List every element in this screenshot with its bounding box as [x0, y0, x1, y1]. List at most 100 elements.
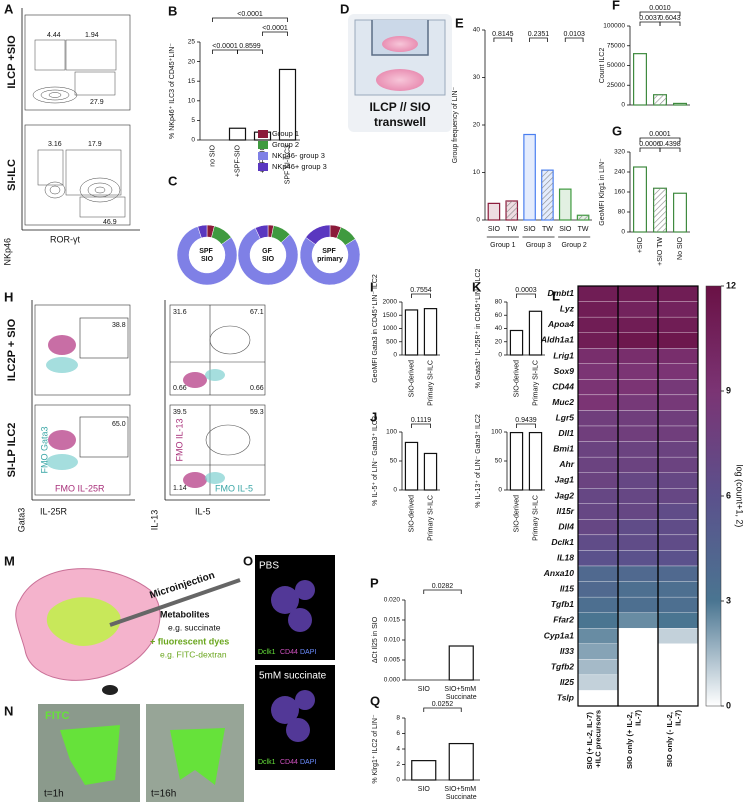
heatmap-cell	[577, 394, 619, 411]
panel-label: L	[552, 288, 560, 303]
gate-value: 39.5	[173, 409, 187, 416]
significance-bracket	[639, 137, 681, 142]
heatmap-cell	[577, 348, 619, 364]
y-tick-label: 0	[498, 352, 502, 359]
y-tick-label: 20	[495, 338, 503, 345]
gate-value: 17.9	[88, 141, 102, 148]
p-value: 0.7554	[410, 287, 432, 294]
y-tick-label: 80	[618, 209, 626, 216]
bar-hatch	[577, 215, 589, 220]
panel-label: B	[168, 3, 177, 18]
lumen	[46, 597, 121, 646]
significance-bracket	[411, 423, 431, 428]
mouse-icon	[102, 685, 118, 695]
y-tick-label: 6	[396, 730, 400, 737]
group-label: Group 3	[526, 242, 551, 249]
heatmap-cell	[577, 285, 619, 302]
panel-a: A ILCP +SIO SI-ILC 4.44 1.94 27.9 3.16 1…	[2, 1, 140, 266]
p-value: 0.0252	[432, 701, 454, 708]
x-axis-label: IL-25R	[40, 506, 68, 516]
panel-n: N FITC t=1h t=16h	[4, 703, 244, 802]
x-tick-label: no SIO	[209, 144, 216, 166]
legend-label: NKp46- group 3	[272, 151, 325, 160]
legend-swatch	[258, 163, 268, 171]
significance-bracket	[493, 37, 513, 42]
row-label: Lgr5	[556, 412, 575, 422]
heatmap-cell	[577, 550, 619, 567]
p-value: 0.2351	[528, 31, 550, 38]
significance-bracket	[639, 21, 661, 26]
bar	[404, 309, 419, 356]
heatmap-cell	[577, 441, 619, 458]
heatmap-cell	[617, 410, 659, 427]
organoid-stain	[271, 580, 315, 742]
bar	[672, 102, 687, 106]
stain-label: DAPI	[300, 759, 316, 766]
x-tick-label: +SIO	[637, 236, 644, 253]
y-axis-label: GeoMFI Klrg1 in LIN⁻	[599, 158, 606, 226]
y-tick-label: 0.015	[384, 617, 401, 624]
heatmap-cell	[577, 488, 619, 504]
heatmap-cell	[617, 612, 659, 629]
panel-label: K	[472, 279, 482, 294]
x-tick-label: SPF SI-ILC3	[284, 145, 291, 184]
heatmap-cell	[617, 285, 659, 302]
panel-label: O	[243, 553, 253, 568]
contours	[46, 325, 251, 488]
x-tick-label: TW	[542, 226, 553, 233]
y-tick-label: 500	[386, 338, 397, 345]
flow-plot	[24, 124, 131, 226]
heatmap-cell	[617, 581, 659, 598]
bar	[448, 742, 474, 781]
stain-label: Dclk1	[258, 759, 276, 766]
y-tick-label: 25000	[607, 82, 625, 89]
bar	[632, 166, 647, 233]
panel-label: A	[4, 1, 14, 16]
y-tick-label: 20	[188, 58, 196, 65]
y-tick-label: 50	[390, 458, 398, 465]
heatmap-cell	[617, 379, 659, 396]
row-label: Anxa10	[543, 568, 575, 578]
schematic-title: ILCP // SIO	[369, 100, 430, 114]
schematic-text: Microinjection	[148, 570, 216, 601]
heatmap-cell	[617, 643, 659, 660]
bar	[411, 760, 437, 781]
y-axis-label: % NKp46⁺ ILC3 of CD45⁺LIN⁻	[169, 43, 176, 139]
y-axis-label: ΔCt Il25 in SIO	[372, 616, 379, 663]
heatmap-cell	[577, 425, 619, 442]
row-label: Dll1	[558, 428, 574, 438]
x-tick-label: SIO-derived	[408, 360, 415, 397]
x-tick-label: Primary SI-ILC	[427, 360, 434, 406]
x-tick-label: SIO-derived	[408, 495, 415, 532]
row-label: Bmi1	[553, 444, 574, 454]
colorbar-tick-label: 0	[726, 700, 731, 710]
p-value: 0.0006	[639, 141, 661, 148]
y-tick-label: 0.005	[384, 657, 401, 664]
p-value: <0.0001	[237, 11, 263, 18]
panel-label: Q	[370, 693, 380, 708]
y-axis-label: % Gata3⁺ IL-25R⁺ in CD45⁺LIN⁻ ILC2	[475, 268, 482, 388]
heatmap-cell	[577, 316, 619, 333]
heatmap-cell	[617, 503, 659, 520]
y-tick-label: 0.000	[384, 677, 401, 684]
x-tick-label: Primary SI-ILC	[532, 360, 539, 406]
row-label: Il33	[560, 646, 574, 656]
heatmap-cell	[657, 690, 699, 707]
heatmap-cell	[617, 301, 659, 318]
heatmap-cell	[657, 581, 699, 598]
fitc-signal	[170, 728, 225, 785]
heatmap-cell	[657, 534, 699, 551]
significance-bracket	[516, 423, 536, 428]
heatmap-cell	[657, 316, 699, 333]
x-tick-label: SIO	[418, 786, 431, 793]
row-label: Apoa4	[547, 319, 574, 329]
heatmap-cell	[657, 596, 699, 613]
y-tick-label: 0	[498, 487, 502, 494]
donut-slice	[254, 224, 269, 240]
colorbar-tick-label: 6	[726, 490, 731, 500]
heatmap-cell	[617, 316, 659, 333]
row-label: Jag1	[555, 475, 575, 485]
row-label: Lrig1	[553, 350, 574, 360]
schematic-title: transwell	[374, 115, 426, 129]
bar	[278, 68, 297, 141]
